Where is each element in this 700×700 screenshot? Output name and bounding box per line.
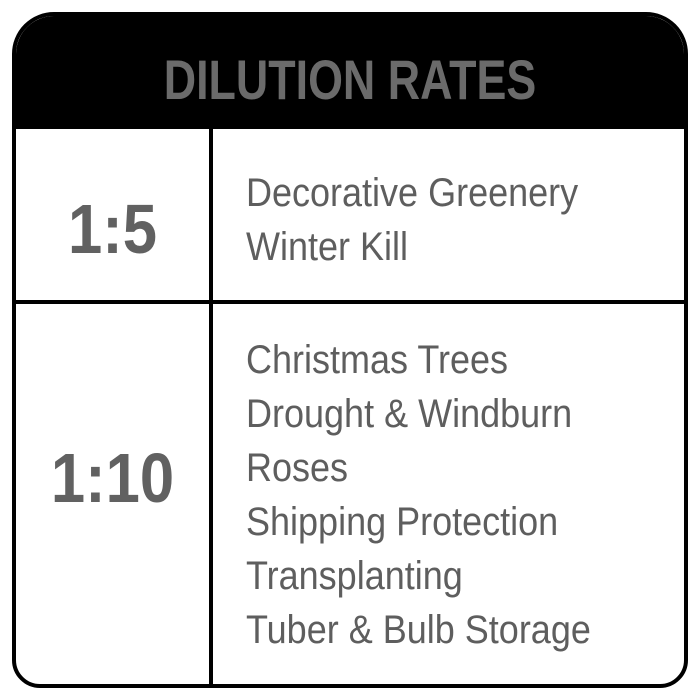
uses-list-1-10: Christmas Trees Drought & Windburn Roses… (246, 333, 629, 657)
uses-list-1-5: Decorative Greenery Winter Kill (246, 166, 615, 274)
list-item: Roses (246, 446, 349, 490)
list-item: Shipping Protection (246, 500, 559, 544)
list-item: Transplanting (246, 554, 463, 598)
list-item: Drought & Windburn (246, 392, 573, 436)
list-item: Christmas Trees (246, 338, 509, 382)
list-item: Decorative Greenery (246, 171, 579, 215)
column-divider (209, 129, 213, 684)
table-header: DILUTION RATES (16, 16, 684, 129)
row-divider (16, 300, 684, 304)
table-title: DILUTION RATES (163, 48, 537, 111)
list-item: Winter Kill (246, 225, 409, 269)
ratio-1-10: 1:10 (50, 439, 175, 517)
ratio-1-5: 1:5 (67, 190, 158, 268)
list-item: Tuber & Bulb Storage (246, 608, 591, 652)
dilution-rates-table: DILUTION RATES 1:5 Decorative Greenery W… (12, 12, 688, 688)
